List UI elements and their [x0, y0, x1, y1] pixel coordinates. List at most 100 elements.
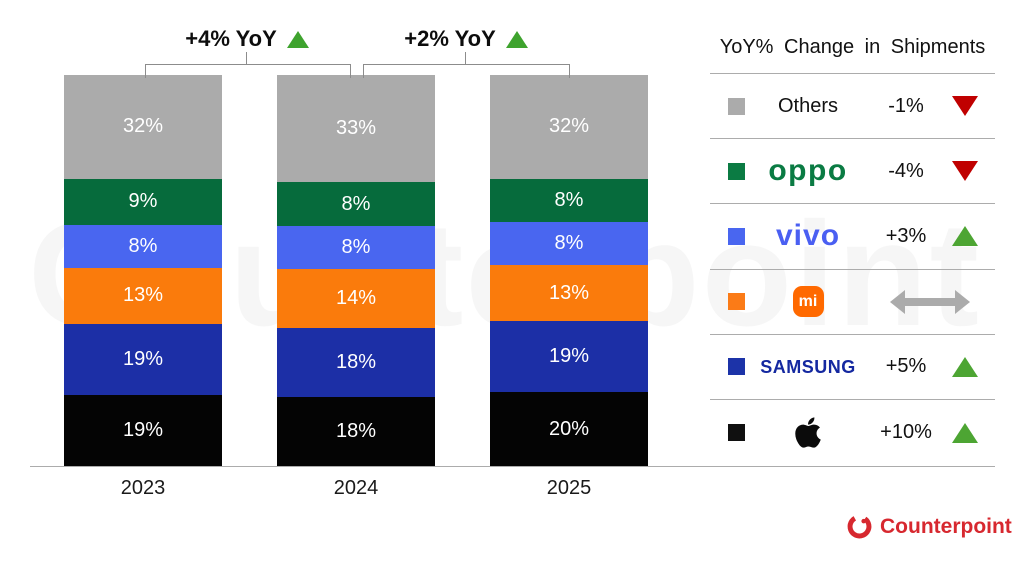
yoy-annotation-label: +4% YoY [185, 26, 277, 51]
samsung-color-swatch [728, 358, 745, 376]
flat-arrow-part [955, 289, 970, 314]
up-triangle-icon [505, 30, 528, 48]
up-triangle-icon [286, 30, 309, 48]
change-arrow-cell [941, 226, 989, 247]
segment-xiaomi-2025: 13% [490, 265, 648, 322]
xiaomi-color-swatch [728, 293, 745, 311]
change-arrow-cell [941, 356, 989, 377]
others-color-swatch [728, 97, 745, 115]
counterpoint-logo-text: Counterpoint [880, 514, 1012, 538]
segment-samsung-2025: 19% [490, 321, 648, 393]
segment-apple-2025: 20% [490, 392, 648, 466]
segment-xiaomi-2023: 13% [64, 267, 222, 324]
legend-row-oppo: oppo -4% [710, 139, 995, 205]
apple-brand-cell [745, 415, 871, 450]
segment-value-label: 8% [341, 192, 371, 215]
oppo-logo: oppo [768, 154, 848, 188]
x-axis-label-2025: 2025 [546, 477, 592, 499]
oppo-brand-cell: oppo [745, 156, 871, 186]
flat-change-arrow-icon [871, 289, 989, 314]
legend-title: YoY% Change in Shipments [710, 36, 995, 74]
legend-row-vivo: vivo +3% [710, 204, 995, 270]
segment-value-label: 32% [122, 115, 164, 138]
segment-value-label: 18% [335, 350, 377, 373]
segment-value-label: 32% [548, 115, 590, 138]
segment-value-label: 19% [122, 347, 164, 370]
yoy-bracket-2023-2024 [145, 64, 351, 78]
up-triangle-icon [952, 422, 978, 443]
segment-value-label: 8% [554, 189, 584, 212]
segment-value-label: 8% [554, 232, 584, 255]
up-triangle-icon [952, 356, 978, 377]
others-label: Others [777, 94, 839, 117]
segment-oppo-2024: 8% [277, 182, 435, 226]
x-axis-line [30, 465, 995, 467]
segment-value-label: 20% [548, 417, 590, 440]
samsung-logo: SAMSUNG [760, 356, 856, 377]
down-triangle-icon [952, 96, 978, 117]
segment-vivo-2024: 8% [277, 225, 435, 270]
vivo-color-swatch [728, 227, 745, 245]
segment-value-label: 8% [128, 234, 158, 257]
segment-value-label: 33% [335, 117, 377, 140]
yoy-annotation-label: +2% YoY [404, 26, 496, 51]
legend-panel: YoY% Change in Shipments Others -1% oppo -4… [710, 36, 995, 465]
yoy-annotation-2023-2024: +4% YoY [147, 26, 347, 52]
vivo-change-value: +3% [885, 224, 927, 247]
segment-value-label: 19% [122, 418, 164, 441]
counterpoint-logo: Counterpoint [846, 513, 1012, 540]
change-arrow-cell [941, 422, 989, 443]
segment-value-label: 13% [548, 281, 590, 304]
yoy-bracket-tick-2 [465, 52, 466, 64]
legend-row-samsung: SAMSUNG +5% [710, 335, 995, 400]
yoy-bracket-tick-1 [246, 52, 247, 64]
flat-arrow-part [905, 297, 955, 306]
segment-vivo-2023: 8% [64, 224, 222, 268]
xiaomi-brand-cell: mi [745, 286, 871, 318]
yoy-annotation-2024-2025: +2% YoY [366, 26, 566, 52]
counterpoint-ring-icon [847, 514, 872, 539]
x-axis-label-2023: 2023 [120, 477, 166, 499]
change-arrow-cell [941, 96, 989, 117]
up-triangle-icon [952, 226, 978, 247]
xiaomi-mi-logo: mi [792, 286, 824, 318]
segment-value-label: 8% [341, 235, 371, 258]
apple-change-value: +10% [880, 421, 932, 444]
change-arrow-cell [941, 161, 989, 182]
segment-value-label: 14% [335, 287, 377, 310]
samsung-change-value: +5% [885, 355, 927, 378]
stacked-bar-2023: 32% 9% 8% 13% 19% 19% [64, 75, 222, 466]
segment-apple-2023: 19% [64, 394, 222, 466]
segment-value-label: 9% [128, 190, 158, 213]
segment-others-2025: 32% [490, 75, 648, 179]
segment-vivo-2025: 8% [490, 222, 648, 266]
flat-arrow-part [890, 289, 905, 314]
segment-value-label: 19% [548, 345, 590, 368]
others-change-value: -1% [888, 94, 924, 117]
apple-color-swatch [728, 424, 745, 442]
segment-oppo-2025: 8% [490, 178, 648, 223]
down-triangle-icon [952, 161, 978, 182]
segment-xiaomi-2024: 14% [277, 269, 435, 328]
others-brand-cell: Others [745, 95, 871, 118]
apple-logo-icon [795, 417, 821, 448]
legend-row-apple: +10% [710, 400, 995, 465]
stacked-bar-2024: 33% 8% 8% 14% 18% 18% [277, 75, 435, 466]
oppo-change-value: -4% [888, 159, 924, 182]
segment-samsung-2024: 18% [277, 327, 435, 397]
segment-value-label: 18% [335, 419, 377, 442]
legend-rows: Others -1% oppo -4% vivo +3% mi SAMSUNG +5% +10% [710, 74, 995, 465]
segment-value-label: 13% [122, 284, 164, 307]
segment-oppo-2023: 9% [64, 178, 222, 225]
segment-others-2024: 33% [277, 75, 435, 183]
segment-samsung-2023: 19% [64, 323, 222, 395]
legend-row-xiaomi: mi [710, 270, 995, 335]
vivo-brand-cell: vivo [745, 221, 871, 251]
oppo-color-swatch [728, 162, 745, 180]
vivo-logo: vivo [775, 219, 841, 253]
segment-others-2023: 32% [64, 75, 222, 179]
yoy-bracket-2024-2025 [363, 64, 570, 78]
legend-row-others: Others -1% [710, 74, 995, 140]
samsung-brand-cell: SAMSUNG [745, 358, 871, 376]
